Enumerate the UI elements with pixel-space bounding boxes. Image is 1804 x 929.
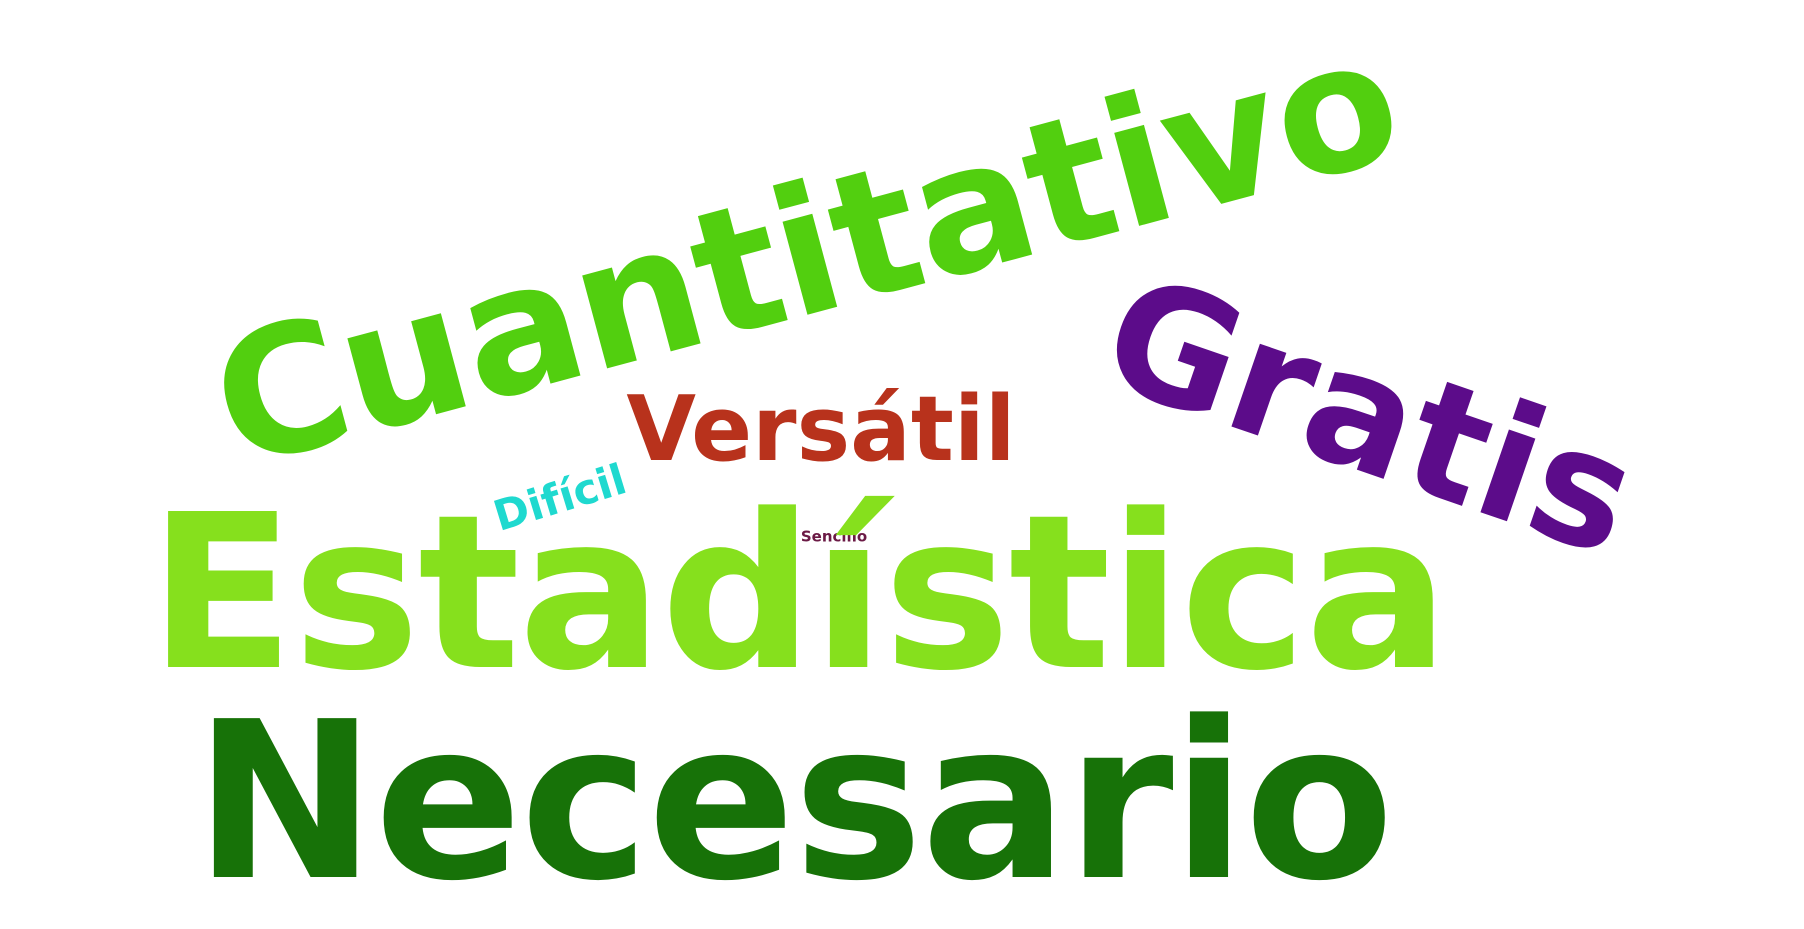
- word-versatil: Versátil: [626, 377, 1016, 482]
- word-necesario: Necesario: [193, 676, 1394, 929]
- word-sencillo: Sencillo: [800, 527, 868, 546]
- word-estadistica: Estadística: [148, 469, 1449, 718]
